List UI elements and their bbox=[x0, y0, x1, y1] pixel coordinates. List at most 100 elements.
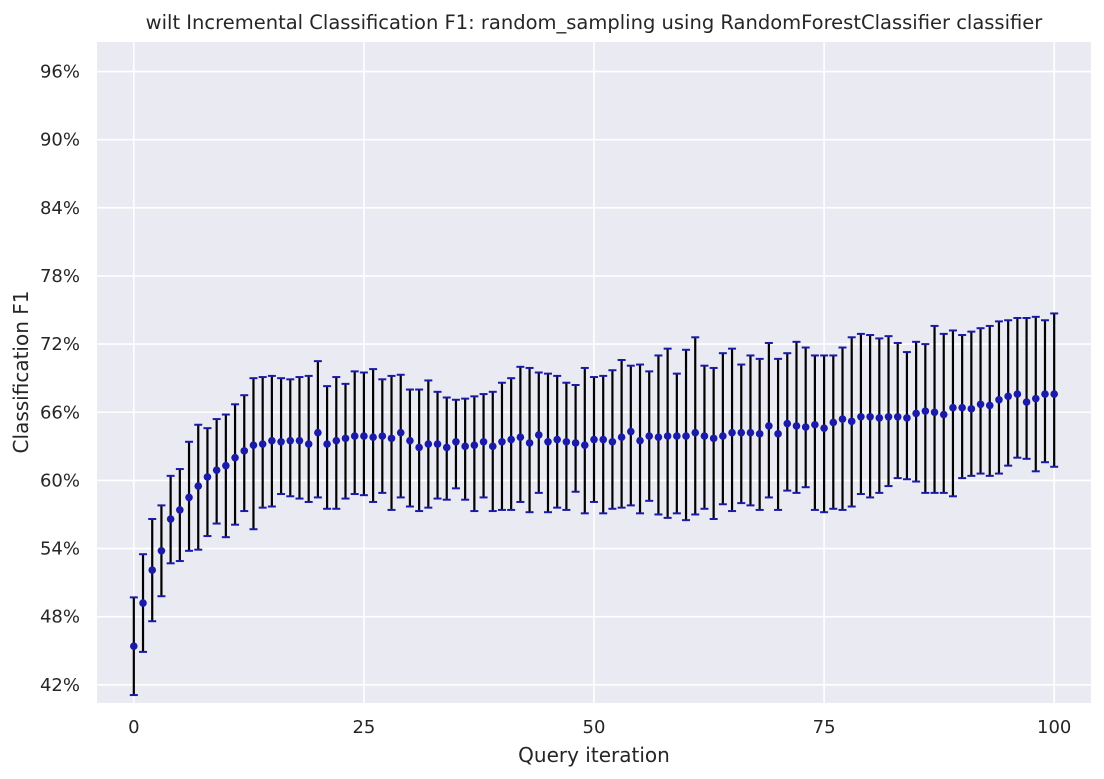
data-point bbox=[801, 423, 810, 431]
data-point bbox=[323, 440, 331, 448]
data-point bbox=[534, 431, 543, 439]
data-point bbox=[212, 466, 221, 474]
data-point bbox=[829, 418, 838, 427]
data-point bbox=[811, 420, 819, 429]
data-point bbox=[580, 441, 589, 449]
data-point bbox=[875, 414, 884, 422]
data-point bbox=[553, 435, 561, 444]
y-tick-label: 48% bbox=[40, 607, 80, 628]
data-point bbox=[903, 414, 911, 422]
data-point bbox=[231, 453, 239, 462]
data-point bbox=[406, 436, 414, 445]
data-point bbox=[240, 447, 249, 455]
data-point bbox=[470, 441, 479, 449]
y-tick-label: 96% bbox=[40, 62, 80, 83]
data-point bbox=[893, 412, 902, 421]
data-point bbox=[912, 409, 920, 418]
data-point bbox=[921, 407, 930, 415]
data-point bbox=[958, 403, 966, 412]
data-point bbox=[645, 432, 654, 440]
data-point bbox=[562, 437, 571, 446]
data-point bbox=[360, 432, 368, 440]
data-point bbox=[332, 436, 341, 445]
data-point bbox=[765, 422, 773, 430]
x-tick-label: 100 bbox=[1037, 717, 1071, 738]
data-point bbox=[166, 515, 175, 523]
data-point bbox=[148, 566, 157, 574]
data-point bbox=[488, 442, 497, 451]
data-point bbox=[176, 506, 184, 514]
data-point bbox=[295, 436, 304, 445]
data-point bbox=[139, 599, 147, 607]
x-tick-label: 0 bbox=[128, 717, 139, 738]
y-tick-labels: 42% 48% 54% 60% 66% 72% 78% 84% 90% 96% bbox=[40, 62, 80, 696]
y-tick-label: 84% bbox=[40, 198, 80, 219]
data-point bbox=[728, 428, 736, 437]
data-point bbox=[985, 401, 994, 410]
data-point bbox=[709, 434, 718, 443]
data-point bbox=[130, 642, 138, 651]
data-point bbox=[857, 412, 865, 421]
data-point bbox=[838, 415, 847, 423]
data-point bbox=[1013, 390, 1022, 398]
data-point bbox=[737, 428, 746, 437]
data-point bbox=[976, 400, 985, 409]
data-point bbox=[479, 437, 488, 446]
data-point bbox=[995, 395, 1003, 404]
y-tick-label: 66% bbox=[40, 402, 80, 423]
y-tick-label: 72% bbox=[40, 334, 80, 355]
data-point bbox=[673, 432, 681, 440]
data-point bbox=[636, 436, 644, 445]
data-point bbox=[194, 482, 203, 490]
data-point bbox=[930, 408, 939, 417]
data-point bbox=[415, 443, 423, 452]
data-point bbox=[599, 435, 608, 444]
y-axis-title: Classification F1 bbox=[9, 291, 33, 454]
y-tick-label: 54% bbox=[40, 539, 80, 560]
data-points bbox=[130, 390, 1058, 651]
data-point bbox=[939, 410, 948, 419]
data-point bbox=[866, 412, 874, 421]
data-point bbox=[157, 547, 166, 555]
data-point bbox=[442, 443, 451, 452]
data-point bbox=[525, 439, 534, 447]
x-tick-label: 50 bbox=[583, 717, 606, 738]
data-point bbox=[755, 430, 764, 438]
data-point bbox=[516, 433, 525, 442]
data-point bbox=[249, 441, 258, 449]
data-point bbox=[691, 428, 700, 437]
data-point bbox=[498, 437, 506, 446]
data-point bbox=[424, 440, 433, 448]
data-point bbox=[590, 435, 598, 444]
data-point bbox=[847, 417, 856, 426]
data-point bbox=[286, 436, 295, 445]
data-point bbox=[654, 433, 663, 442]
data-point bbox=[719, 432, 727, 440]
data-point bbox=[304, 440, 313, 448]
x-tick-labels: 0 25 50 75 100 bbox=[128, 717, 1071, 738]
data-point bbox=[1022, 398, 1031, 406]
data-point bbox=[507, 435, 515, 444]
data-point bbox=[378, 432, 387, 440]
data-point bbox=[1050, 390, 1058, 398]
data-point bbox=[571, 439, 580, 447]
data-point bbox=[1041, 390, 1049, 398]
data-point bbox=[967, 405, 976, 413]
data-point bbox=[268, 436, 276, 445]
data-point bbox=[350, 432, 359, 440]
data-point bbox=[1031, 394, 1040, 403]
data-point bbox=[617, 433, 626, 442]
data-point bbox=[258, 440, 267, 448]
data-point bbox=[682, 432, 690, 440]
data-point bbox=[663, 432, 672, 440]
data-point bbox=[369, 433, 377, 442]
data-point bbox=[1004, 392, 1012, 401]
x-axis-title: Query iteration bbox=[518, 743, 670, 767]
data-point bbox=[452, 437, 460, 446]
data-point bbox=[608, 437, 617, 446]
data-point bbox=[185, 493, 193, 502]
x-tick-label: 75 bbox=[813, 717, 836, 738]
y-tick-label: 42% bbox=[40, 675, 80, 696]
data-point bbox=[341, 434, 350, 443]
